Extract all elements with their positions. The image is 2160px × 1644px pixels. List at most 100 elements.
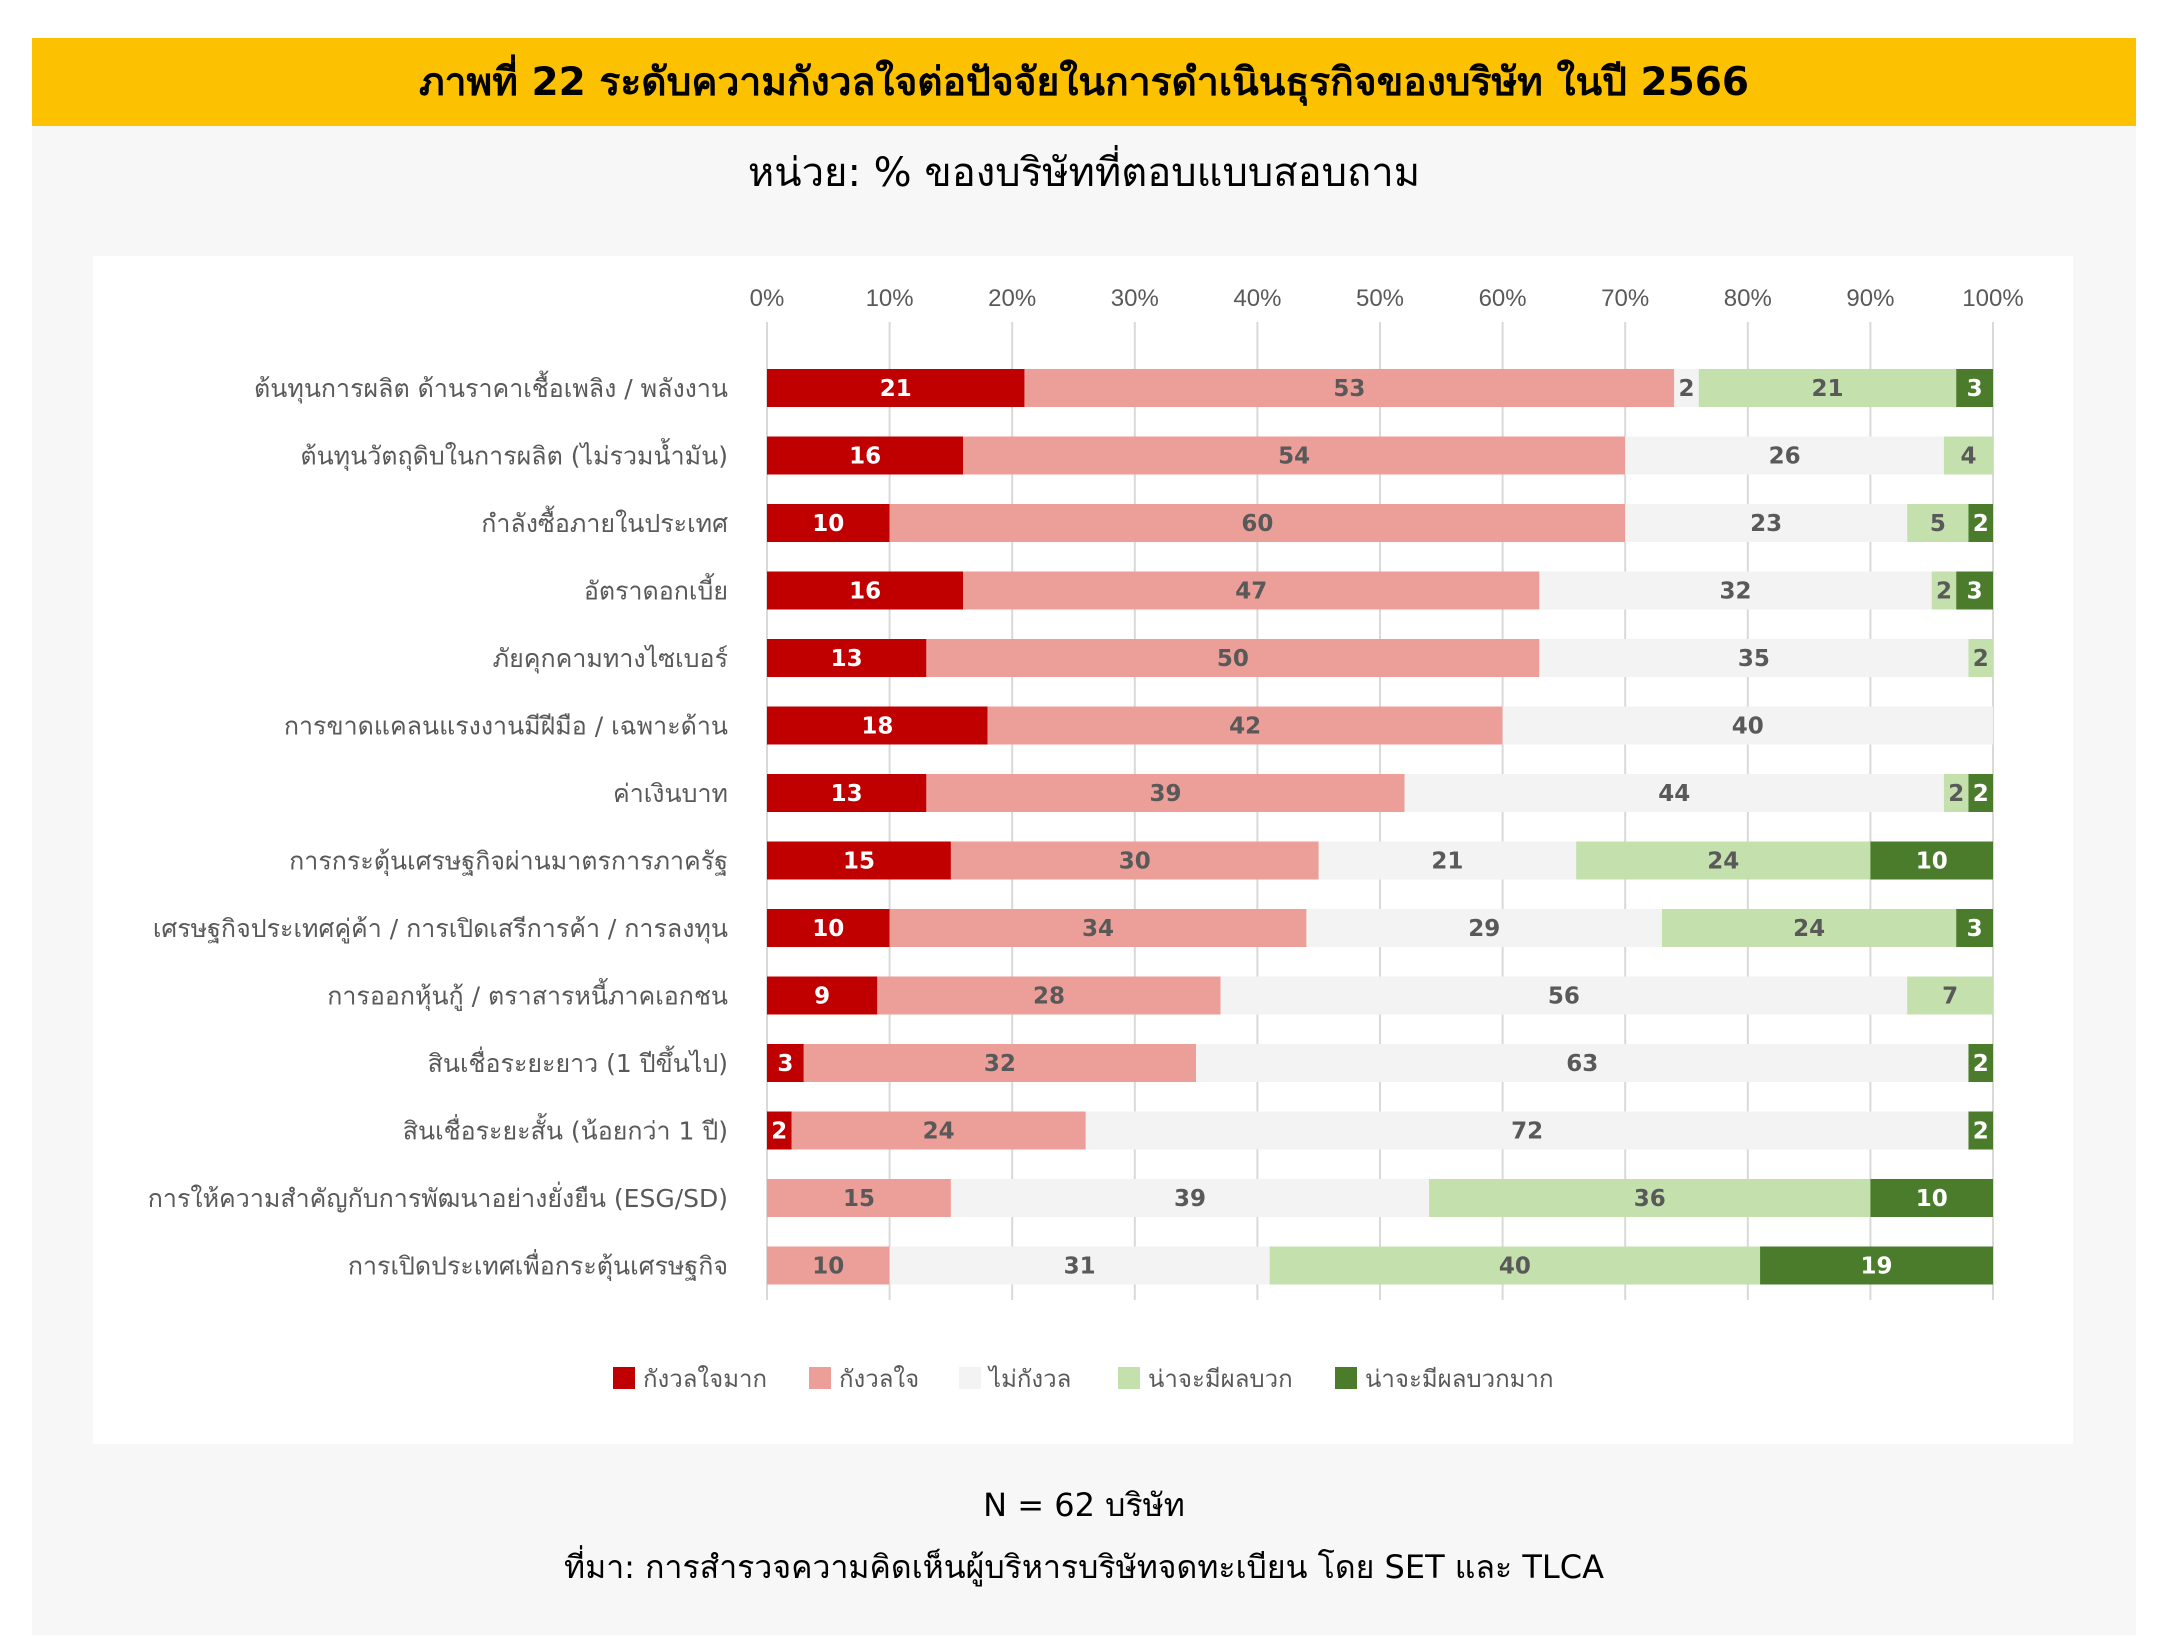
legend-swatch [959, 1367, 981, 1389]
chart-area: 0% 10% 20% 30% 40% 50% 60% 70% 80% 90% 100% ต้นทุนก… [93, 256, 2073, 1444]
data-label: 35 [1738, 646, 1770, 672]
data-label: 21 [1431, 849, 1463, 875]
bar-segment [950, 1179, 1430, 1217]
x-tick-label: 10% [866, 285, 914, 312]
bar-segment [1306, 909, 1662, 947]
category-label: ภัยคุกคามทางไซเบอร์ [493, 644, 728, 674]
bar-segment [767, 909, 890, 947]
bar-segment [889, 909, 1307, 947]
bar-segment [1956, 909, 1993, 947]
data-label: 36 [1634, 1186, 1666, 1212]
bar-segment [1269, 1246, 1761, 1285]
data-label: 15 [843, 1186, 875, 1212]
bar-segment [1907, 976, 1993, 1015]
data-label: 72 [1511, 1119, 1543, 1145]
sample-size-note: N = 62 บริษัท [983, 1486, 1185, 1524]
legend-label: กังวลใจ [839, 1365, 919, 1393]
bar-segment [1968, 504, 1993, 542]
data-label: 30 [1119, 849, 1151, 875]
data-label: 9 [814, 984, 830, 1010]
bar-segment [1968, 639, 1993, 677]
data-label: 26 [1769, 444, 1801, 470]
data-label: 53 [1333, 376, 1365, 402]
legend-label: กังวลใจมาก [643, 1365, 767, 1393]
bar-segment [1024, 369, 1675, 407]
data-label: 54 [1278, 444, 1310, 470]
category-label: อัตราดอกเบี้ย [584, 573, 728, 606]
data-label: 2 [1678, 376, 1694, 402]
data-label: 28 [1033, 984, 1065, 1010]
data-label: 21 [1811, 376, 1843, 402]
data-label: 15 [843, 849, 875, 875]
bar-segment [1404, 774, 1944, 812]
bar-segment [1625, 504, 1908, 542]
bar-segment [1085, 1111, 1969, 1150]
chart-subtitle: หน่วย: % ของบริษัทที่ตอบแบบสอบถาม [747, 150, 1421, 196]
data-label: 24 [923, 1119, 955, 1145]
data-label: 29 [1468, 916, 1500, 942]
data-label: 18 [861, 714, 893, 740]
data-label: 34 [1082, 916, 1114, 942]
data-label: 2 [1973, 781, 1989, 807]
data-label: 3 [777, 1051, 793, 1077]
bar-segment [950, 841, 1319, 880]
data-label: 16 [849, 579, 881, 605]
bar-segment [926, 639, 1540, 677]
data-label: 10 [812, 916, 844, 942]
x-tick-label: 40% [1233, 285, 1281, 312]
category-label: การขาดแคลนแรงงานมีฝีมือ / เฉพาะด้าน [284, 712, 728, 741]
legend-swatch [1335, 1367, 1357, 1389]
data-label: 19 [1861, 1254, 1893, 1280]
data-label: 2 [1973, 511, 1989, 537]
data-label: 23 [1750, 511, 1782, 537]
legend-swatch [809, 1367, 831, 1389]
data-label: 31 [1064, 1254, 1096, 1280]
bar-segment [767, 774, 927, 812]
data-label: 2 [1948, 781, 1964, 807]
category-label: การให้ความสำคัญกับการพัฒนาอย่างยั่งยืน (… [148, 1181, 728, 1213]
x-tick-label: 0% [750, 285, 785, 312]
data-label: 3 [1967, 916, 1983, 942]
category-label: สินเชื่อระยะสั้น (น้อยกว่า 1 ปี) [403, 1113, 728, 1146]
data-label: 10 [812, 1254, 844, 1280]
bar-segment [767, 504, 890, 542]
x-tick-label: 30% [1111, 285, 1159, 312]
x-tick-label: 100% [1962, 285, 2023, 312]
bar-segment [889, 1246, 1270, 1285]
bar-segment [1661, 909, 1957, 947]
data-label: 2 [771, 1119, 787, 1145]
data-label: 7 [1942, 984, 1958, 1010]
data-label: 4 [1960, 444, 1976, 470]
category-label: การเปิดประเทศเพื่อกระตุ้นเศรษฐกิจ [348, 1249, 728, 1282]
data-label: 10 [1916, 849, 1948, 875]
data-label: 32 [984, 1051, 1016, 1077]
data-label: 44 [1658, 781, 1690, 807]
legend-label: ไม่กังวล [987, 1365, 1071, 1393]
bar-segment [1931, 571, 1957, 610]
bar-segment [803, 1044, 1197, 1082]
bar-segment [1429, 1179, 1871, 1217]
x-tick-label: 50% [1356, 285, 1404, 312]
data-label: 56 [1548, 984, 1580, 1010]
bar-segment [791, 1111, 1086, 1150]
category-label: ต้นทุนการผลิต ด้านราคาเชื้อเพลิง / พลังง… [254, 370, 728, 404]
category-label: ค่าเงินบาท [613, 779, 728, 808]
bar-segment [1196, 1044, 1969, 1082]
data-label: 5 [1930, 511, 1946, 537]
bar-segment [767, 1179, 951, 1217]
bar-segment [1968, 1044, 1993, 1082]
bar-segment [767, 1111, 792, 1150]
bar-segment [1943, 436, 1993, 475]
bar-segment [1625, 436, 1944, 475]
bar-segment [926, 774, 1405, 812]
bar-segment [1674, 369, 1699, 407]
legend-swatch [613, 1367, 635, 1389]
bar-segment [767, 1246, 890, 1285]
source-note: ที่มา: การสำรวจความคิดเห็นผู้บริหารบริษั… [564, 1548, 1604, 1586]
bar-segment [877, 976, 1221, 1015]
x-tick-label: 70% [1601, 285, 1649, 312]
stacked-bar-chart: 0% 10% 20% 30% 40% 50% 60% 70% 80% 90% 100% ต้นทุนก… [148, 285, 2024, 1393]
bar-segment [1956, 571, 1993, 610]
data-label: 32 [1720, 579, 1752, 605]
bar-segment [1956, 369, 1993, 407]
